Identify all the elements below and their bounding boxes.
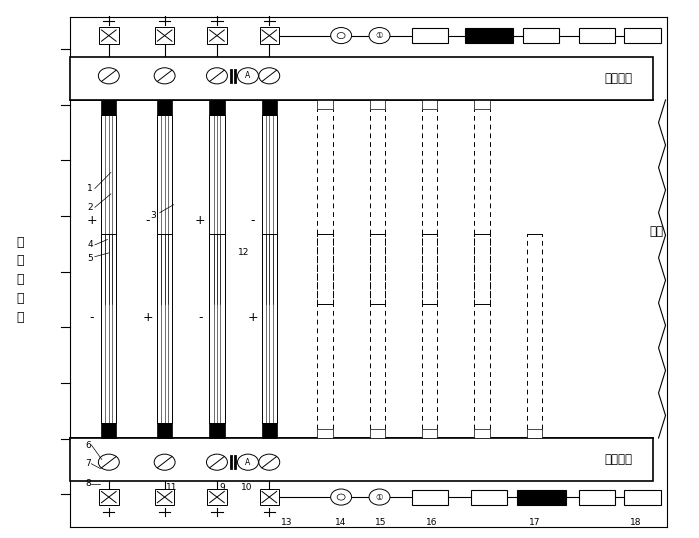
Text: 1: 1 <box>87 184 93 193</box>
Text: A: A <box>245 72 251 80</box>
Bar <box>209 423 224 438</box>
Circle shape <box>369 489 390 505</box>
Circle shape <box>331 27 352 44</box>
Circle shape <box>238 68 259 84</box>
Circle shape <box>259 454 280 470</box>
Bar <box>209 234 224 423</box>
Bar <box>101 100 117 115</box>
Text: -: - <box>250 214 254 227</box>
Circle shape <box>259 68 280 84</box>
Text: 13: 13 <box>281 518 292 527</box>
Bar <box>465 28 514 43</box>
Circle shape <box>206 68 227 84</box>
Bar <box>261 115 277 304</box>
Bar <box>317 100 333 109</box>
Bar <box>155 489 174 505</box>
Text: -: - <box>145 214 150 227</box>
Circle shape <box>238 454 259 470</box>
Text: 2: 2 <box>87 203 93 212</box>
Circle shape <box>99 454 120 470</box>
Circle shape <box>206 454 227 470</box>
Bar <box>517 490 565 505</box>
Bar <box>259 27 279 44</box>
Bar <box>475 429 490 438</box>
Bar <box>71 57 653 100</box>
Text: 回风巷道: 回风巷道 <box>604 72 632 85</box>
Circle shape <box>154 454 175 470</box>
Text: ①: ① <box>376 493 383 501</box>
Text: 5: 5 <box>87 254 93 263</box>
Bar <box>157 423 173 438</box>
Bar <box>71 438 653 481</box>
Text: 9: 9 <box>219 484 225 492</box>
Text: 16: 16 <box>426 518 438 527</box>
Text: 作: 作 <box>17 292 24 305</box>
Text: +: + <box>87 214 97 227</box>
Text: +: + <box>247 311 258 324</box>
Text: 8: 8 <box>86 479 92 488</box>
Circle shape <box>154 68 175 84</box>
Circle shape <box>369 27 390 44</box>
Bar <box>370 429 385 438</box>
Text: 回: 回 <box>17 236 24 249</box>
Text: 18: 18 <box>630 518 641 527</box>
Text: A: A <box>245 458 251 466</box>
Bar <box>579 28 615 43</box>
Bar <box>579 490 615 505</box>
Bar <box>157 100 173 115</box>
Bar <box>624 28 661 43</box>
Bar <box>157 234 173 423</box>
Text: -: - <box>198 311 203 324</box>
Text: 面: 面 <box>17 311 24 324</box>
Circle shape <box>99 68 120 84</box>
Text: ①: ① <box>376 31 383 40</box>
Bar <box>259 489 279 505</box>
Circle shape <box>337 32 345 39</box>
Bar <box>526 429 542 438</box>
Text: -: - <box>90 311 94 324</box>
Bar <box>101 234 117 423</box>
Text: 工: 工 <box>17 273 24 286</box>
Bar <box>624 490 661 505</box>
Text: +: + <box>195 214 206 227</box>
Bar <box>412 28 448 43</box>
Bar <box>209 100 224 115</box>
Text: 采: 采 <box>17 254 24 267</box>
Bar <box>155 27 174 44</box>
Bar <box>261 423 277 438</box>
Text: +: + <box>143 311 153 324</box>
Text: 进风巷道: 进风巷道 <box>604 453 632 466</box>
Bar <box>99 27 119 44</box>
Bar <box>261 234 277 423</box>
Bar <box>317 429 333 438</box>
Bar <box>209 115 224 304</box>
Text: 15: 15 <box>375 518 387 527</box>
Bar <box>524 28 559 43</box>
Bar <box>99 489 119 505</box>
Text: 4: 4 <box>87 240 93 249</box>
Bar <box>207 489 226 505</box>
Bar <box>422 429 438 438</box>
Text: 7: 7 <box>86 459 92 468</box>
Bar <box>475 100 490 109</box>
Text: 3: 3 <box>150 211 156 220</box>
Text: 14: 14 <box>336 518 347 527</box>
Bar <box>370 100 385 109</box>
Text: 11: 11 <box>166 484 178 492</box>
Text: 12: 12 <box>238 249 249 257</box>
Circle shape <box>337 494 345 500</box>
Bar <box>261 100 277 115</box>
Bar <box>422 100 438 109</box>
Bar <box>157 115 173 304</box>
Bar <box>101 423 117 438</box>
Bar <box>471 490 507 505</box>
Bar <box>101 115 117 304</box>
Bar <box>207 27 226 44</box>
Circle shape <box>331 489 352 505</box>
Bar <box>412 490 448 505</box>
Text: 6: 6 <box>86 441 92 450</box>
Text: 10: 10 <box>240 484 252 492</box>
Text: 煎壁: 煎壁 <box>649 225 663 238</box>
Text: 17: 17 <box>528 518 540 527</box>
